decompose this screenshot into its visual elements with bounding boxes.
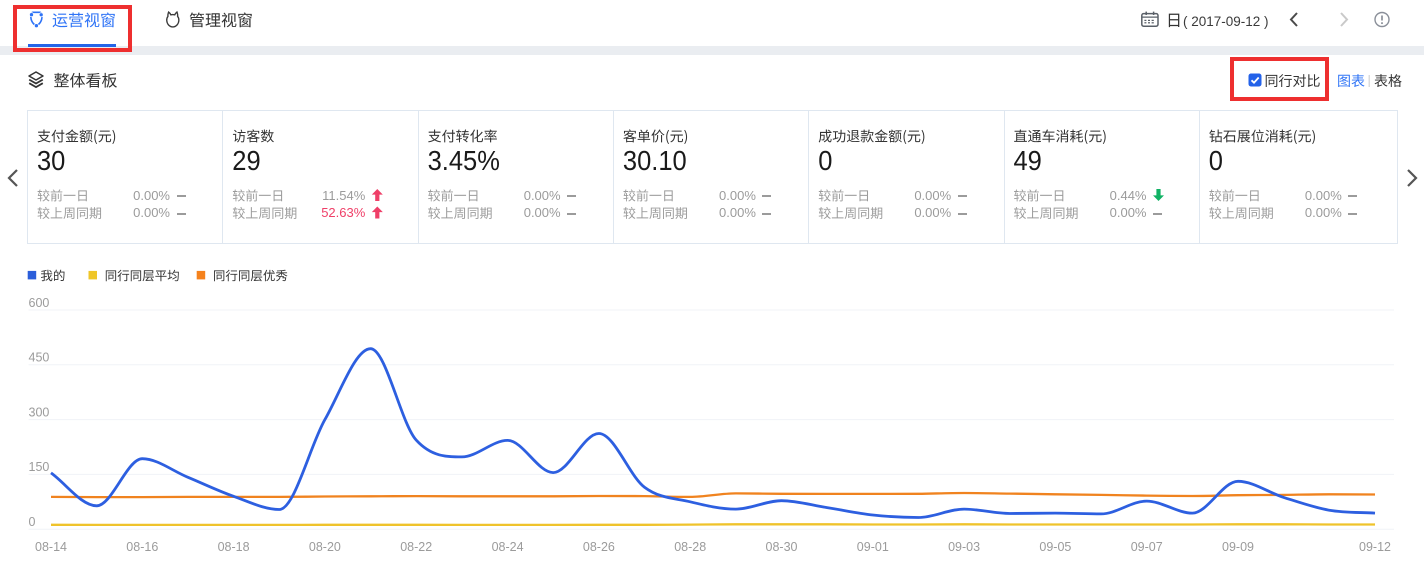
svg-text:08-28: 08-28 [674,540,706,554]
svg-text:08-24: 08-24 [492,540,524,554]
svg-text:09-05: 09-05 [1039,540,1071,554]
svg-text:08-30: 08-30 [766,540,798,554]
svg-text:08-26: 08-26 [583,540,615,554]
svg-text:09-12: 09-12 [1359,540,1391,554]
svg-text:450: 450 [29,351,50,365]
svg-text:09-03: 09-03 [948,540,980,554]
svg-text:08-22: 08-22 [400,540,432,554]
svg-text:600: 600 [29,296,50,310]
svg-text:08-16: 08-16 [126,540,158,554]
svg-text:08-20: 08-20 [309,540,341,554]
svg-text:08-14: 08-14 [35,540,67,554]
svg-text:09-07: 09-07 [1131,540,1163,554]
svg-text:150: 150 [29,460,50,474]
svg-text:|: | [1368,73,1371,88]
svg-text:08-18: 08-18 [218,540,250,554]
svg-text:09-09: 09-09 [1222,540,1254,554]
svg-text:09-01: 09-01 [857,540,889,554]
svg-text:0: 0 [29,515,36,529]
svg-text:300: 300 [29,405,50,419]
